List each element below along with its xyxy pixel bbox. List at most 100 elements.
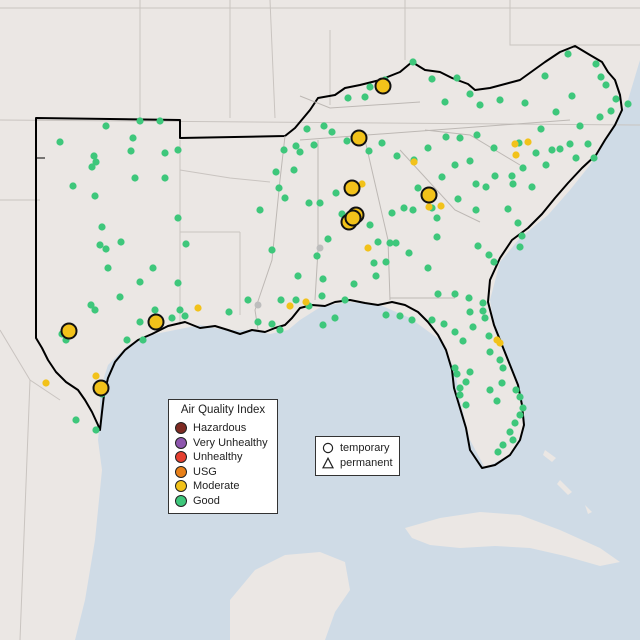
station-marker-good[interactable] bbox=[131, 174, 139, 182]
station-marker-good[interactable] bbox=[181, 312, 189, 320]
station-marker-good[interactable] bbox=[564, 50, 572, 58]
station-marker-moderate[interactable] bbox=[286, 302, 294, 310]
station-marker-good[interactable] bbox=[479, 299, 487, 307]
station-marker-good[interactable] bbox=[310, 141, 318, 149]
temporary-monitor-moderate[interactable] bbox=[343, 179, 361, 197]
station-marker-good[interactable] bbox=[442, 133, 450, 141]
station-marker-good[interactable] bbox=[275, 184, 283, 192]
station-marker-moderate[interactable] bbox=[496, 339, 504, 347]
station-marker-good[interactable] bbox=[98, 223, 106, 231]
station-marker-good[interactable] bbox=[268, 320, 276, 328]
station-marker-good[interactable] bbox=[612, 95, 620, 103]
station-marker-moderate[interactable] bbox=[511, 140, 519, 148]
station-marker-good[interactable] bbox=[372, 272, 380, 280]
station-marker-good[interactable] bbox=[365, 147, 373, 155]
station-marker-good[interactable] bbox=[414, 184, 422, 192]
station-marker-good[interactable] bbox=[281, 194, 289, 202]
station-marker-good[interactable] bbox=[518, 232, 526, 240]
station-marker-good[interactable] bbox=[254, 318, 262, 326]
station-marker-good[interactable] bbox=[485, 332, 493, 340]
station-marker-good[interactable] bbox=[548, 146, 556, 154]
station-marker-good[interactable] bbox=[366, 221, 374, 229]
station-marker-good[interactable] bbox=[343, 137, 351, 145]
station-marker-good[interactable] bbox=[504, 205, 512, 213]
station-marker-good[interactable] bbox=[91, 306, 99, 314]
station-marker-good[interactable] bbox=[454, 195, 462, 203]
station-marker-good[interactable] bbox=[149, 264, 157, 272]
station-marker-good[interactable] bbox=[102, 122, 110, 130]
station-marker-good[interactable] bbox=[572, 154, 580, 162]
station-marker-good[interactable] bbox=[409, 58, 417, 66]
station-marker-good[interactable] bbox=[174, 214, 182, 222]
station-marker-good[interactable] bbox=[136, 117, 144, 125]
station-marker-good[interactable] bbox=[453, 370, 461, 378]
station-marker-good[interactable] bbox=[370, 259, 378, 267]
station-marker-good[interactable] bbox=[498, 379, 506, 387]
station-marker-moderate[interactable] bbox=[42, 379, 50, 387]
station-marker-good[interactable] bbox=[499, 364, 507, 372]
station-marker-good[interactable] bbox=[456, 134, 464, 142]
station-marker-good[interactable] bbox=[292, 142, 300, 150]
station-marker-good[interactable] bbox=[69, 182, 77, 190]
temporary-monitor-moderate[interactable] bbox=[374, 77, 392, 95]
station-marker-good[interactable] bbox=[466, 368, 474, 376]
station-marker-good[interactable] bbox=[476, 101, 484, 109]
temporary-monitor-moderate[interactable] bbox=[92, 379, 110, 397]
station-marker-good[interactable] bbox=[438, 173, 446, 181]
station-marker-good[interactable] bbox=[344, 94, 352, 102]
station-marker-good[interactable] bbox=[462, 378, 470, 386]
station-marker-good[interactable] bbox=[451, 161, 459, 169]
station-marker-moderate[interactable] bbox=[425, 203, 433, 211]
station-marker-good[interactable] bbox=[607, 107, 615, 115]
station-marker-good[interactable] bbox=[466, 90, 474, 98]
station-marker-good[interactable] bbox=[139, 336, 147, 344]
station-marker-good[interactable] bbox=[509, 436, 517, 444]
station-marker-good[interactable] bbox=[512, 386, 520, 394]
station-marker-moderate[interactable] bbox=[512, 151, 520, 159]
station-marker-good[interactable] bbox=[96, 241, 104, 249]
station-marker-good[interactable] bbox=[428, 75, 436, 83]
station-marker-good[interactable] bbox=[537, 125, 545, 133]
station-marker-good[interactable] bbox=[521, 99, 529, 107]
station-marker-good[interactable] bbox=[400, 204, 408, 212]
station-marker-good[interactable] bbox=[453, 74, 461, 82]
station-marker-good[interactable] bbox=[433, 214, 441, 222]
temporary-monitor-moderate[interactable] bbox=[420, 186, 438, 204]
station-marker-good[interactable] bbox=[320, 122, 328, 130]
station-marker-good[interactable] bbox=[104, 264, 112, 272]
station-marker-good[interactable] bbox=[90, 152, 98, 160]
station-marker-good[interactable] bbox=[496, 96, 504, 104]
station-marker-good[interactable] bbox=[72, 416, 80, 424]
station-marker-good[interactable] bbox=[294, 272, 302, 280]
station-marker-good[interactable] bbox=[290, 166, 298, 174]
station-marker-good[interactable] bbox=[396, 312, 404, 320]
station-marker-good[interactable] bbox=[451, 328, 459, 336]
station-marker-good[interactable] bbox=[292, 296, 300, 304]
station-marker-good[interactable] bbox=[472, 180, 480, 188]
station-marker-good[interactable] bbox=[331, 314, 339, 322]
station-marker-good[interactable] bbox=[374, 238, 382, 246]
station-marker-good[interactable] bbox=[350, 280, 358, 288]
station-marker-good[interactable] bbox=[176, 306, 184, 314]
station-marker-good[interactable] bbox=[456, 391, 464, 399]
station-marker-good[interactable] bbox=[469, 323, 477, 331]
monitoring-stations[interactable] bbox=[42, 50, 632, 456]
station-marker-good[interactable] bbox=[514, 219, 522, 227]
station-marker-good[interactable] bbox=[117, 238, 125, 246]
station-marker-good[interactable] bbox=[482, 183, 490, 191]
station-marker-good[interactable] bbox=[276, 326, 284, 334]
station-marker-good[interactable] bbox=[542, 161, 550, 169]
station-marker-good[interactable] bbox=[499, 441, 507, 449]
station-marker-good[interactable] bbox=[328, 128, 336, 136]
station-marker-good[interactable] bbox=[280, 146, 288, 154]
station-marker-good[interactable] bbox=[491, 172, 499, 180]
station-marker-moderate[interactable] bbox=[302, 298, 310, 306]
station-marker-good[interactable] bbox=[319, 321, 327, 329]
station-marker-good[interactable] bbox=[532, 149, 540, 157]
station-marker-good[interactable] bbox=[519, 164, 527, 172]
station-marker-good[interactable] bbox=[441, 98, 449, 106]
station-marker-good[interactable] bbox=[466, 308, 474, 316]
station-marker-good[interactable] bbox=[424, 144, 432, 152]
station-marker-good[interactable] bbox=[393, 152, 401, 160]
